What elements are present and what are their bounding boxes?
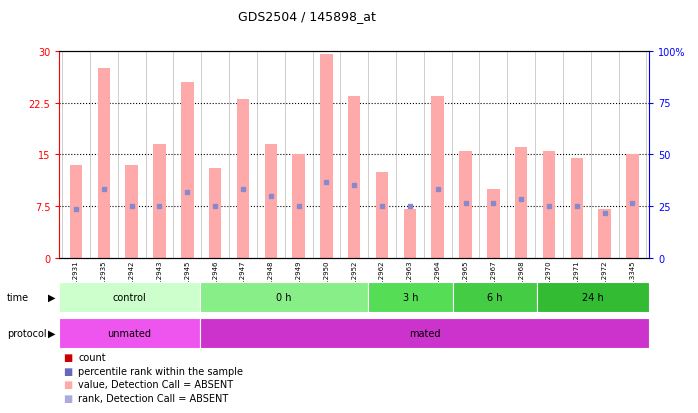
Bar <box>70 165 82 258</box>
Bar <box>237 100 249 258</box>
Text: ■: ■ <box>63 366 72 376</box>
Text: GDS2504 / 145898_at: GDS2504 / 145898_at <box>238 10 376 23</box>
Bar <box>403 210 416 258</box>
Text: 24 h: 24 h <box>582 292 604 302</box>
Text: 6 h: 6 h <box>487 292 503 302</box>
Text: ■: ■ <box>63 380 72 389</box>
Text: percentile rank within the sample: percentile rank within the sample <box>78 366 243 376</box>
Text: control: control <box>112 292 147 302</box>
Bar <box>543 152 555 258</box>
Bar <box>487 189 500 258</box>
Bar <box>537 282 649 312</box>
Bar <box>126 165 138 258</box>
Bar <box>515 148 528 258</box>
Bar <box>320 55 333 258</box>
Bar <box>598 210 611 258</box>
Bar <box>181 83 193 258</box>
Bar <box>154 145 165 258</box>
Text: mated: mated <box>409 328 440 338</box>
Text: value, Detection Call = ABSENT: value, Detection Call = ABSENT <box>78 380 233 389</box>
Text: rank, Detection Call = ABSENT: rank, Detection Call = ABSENT <box>78 393 228 403</box>
Text: 3 h: 3 h <box>403 292 418 302</box>
Text: count: count <box>78 352 106 362</box>
Bar <box>59 318 200 348</box>
Bar <box>348 96 360 258</box>
Bar <box>98 69 110 258</box>
Bar <box>431 96 444 258</box>
Bar <box>292 155 305 258</box>
Bar <box>570 158 583 258</box>
Text: ■: ■ <box>63 352 72 362</box>
Bar <box>59 282 200 312</box>
Bar <box>452 282 537 312</box>
Bar <box>200 318 649 348</box>
Text: ▶: ▶ <box>48 292 56 302</box>
Text: ▶: ▶ <box>48 328 56 338</box>
Text: 0 h: 0 h <box>276 292 292 302</box>
Bar <box>459 152 472 258</box>
Text: time: time <box>7 292 29 302</box>
Bar <box>265 145 277 258</box>
Bar <box>626 155 639 258</box>
Bar <box>200 282 369 312</box>
Text: unmated: unmated <box>107 328 151 338</box>
Text: ■: ■ <box>63 393 72 403</box>
Bar <box>209 169 221 258</box>
Bar <box>376 172 388 258</box>
Text: protocol: protocol <box>7 328 47 338</box>
Bar <box>369 282 452 312</box>
